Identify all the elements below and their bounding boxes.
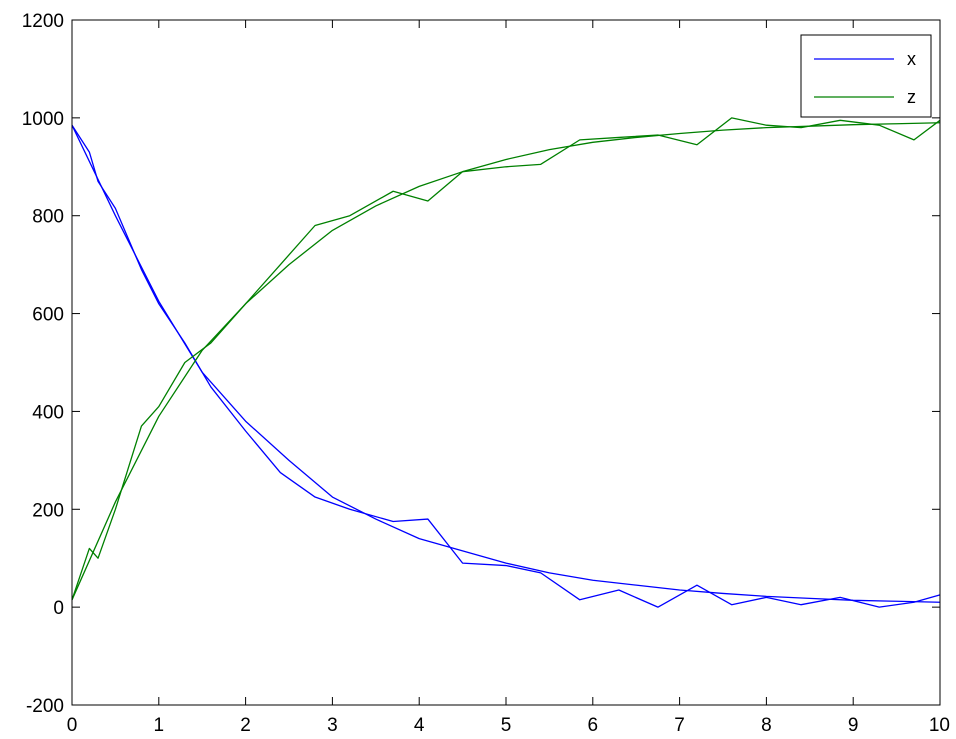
y-tick-label: 0: [53, 598, 64, 619]
legend-box: [800, 34, 932, 118]
y-tick-label: 800: [32, 207, 64, 228]
plot-area: [72, 20, 940, 705]
x-tick-label: 6: [588, 715, 599, 736]
y-tick-label: 600: [32, 305, 64, 326]
series-line-x-1: [71, 124, 941, 603]
legend-label-x: x: [907, 49, 916, 69]
series-line-x-2: [71, 124, 941, 608]
x-tick-label: 10: [929, 715, 950, 736]
x-tick-label: 5: [501, 715, 512, 736]
x-tick-label: 0: [67, 715, 78, 736]
series-line-z-4: [71, 117, 941, 601]
legend: xz: [800, 34, 932, 118]
y-tick-label: 1200: [22, 11, 64, 32]
x-tick-label: 1: [154, 715, 165, 736]
x-tick-label: 8: [761, 715, 772, 736]
y-tick-label: 400: [32, 402, 64, 423]
x-tick-label: 2: [240, 715, 251, 736]
series-layer: [71, 117, 941, 608]
y-tick-label: -200: [26, 696, 64, 717]
x-tick-label: 3: [327, 715, 338, 736]
legend-label-z: z: [907, 87, 916, 107]
y-tick-label: 200: [32, 500, 64, 521]
x-tick-label: 7: [674, 715, 685, 736]
y-tick-label: 1000: [22, 109, 64, 130]
x-tick-label: 4: [414, 715, 425, 736]
x-tick-label: 9: [848, 715, 859, 736]
